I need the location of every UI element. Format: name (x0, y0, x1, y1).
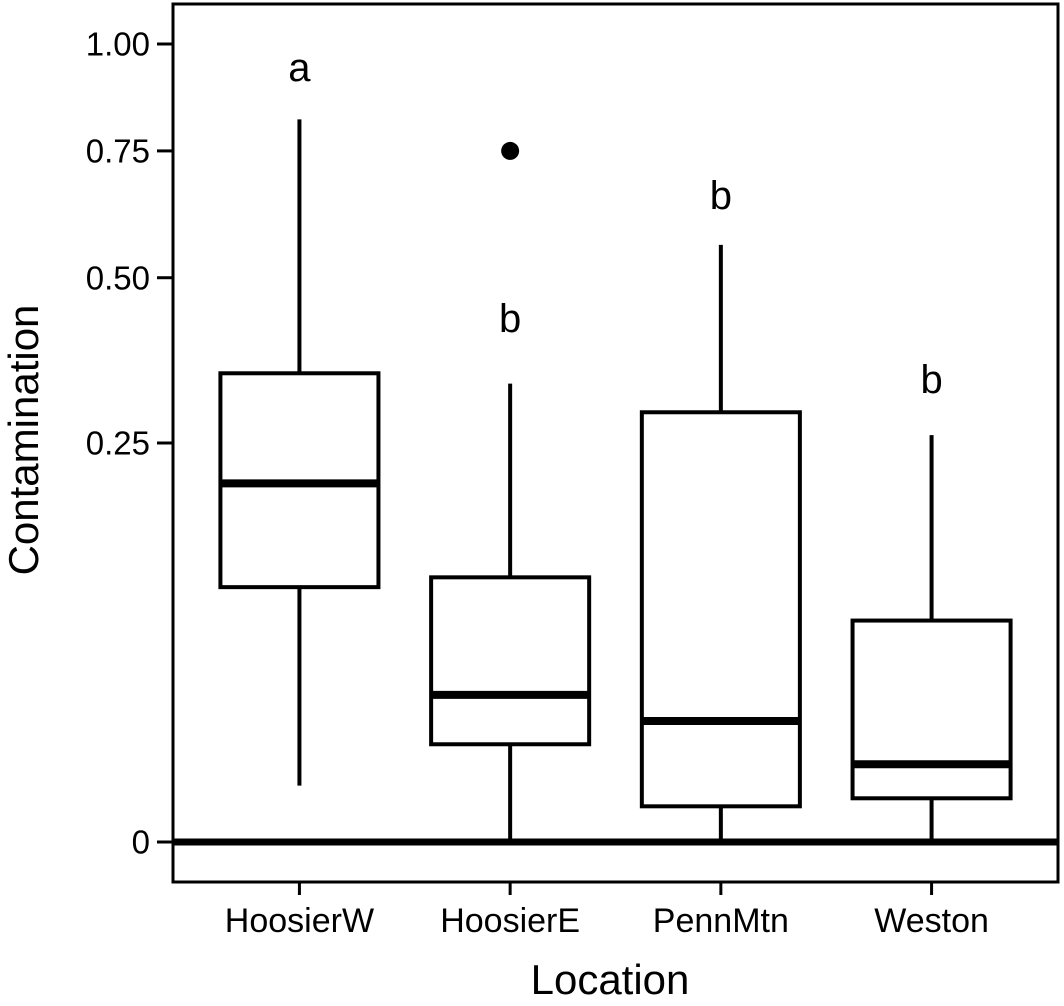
y-tick-label-1: 1.00 (85, 25, 150, 63)
y-axis-title: Contamination (0, 304, 47, 576)
sig-letter-weston: b (920, 358, 943, 403)
sig-letter-pennmtn: b (709, 174, 732, 219)
y-tick-label-3: 0.50 (85, 259, 150, 297)
x-axis-title: Location (530, 956, 690, 1003)
box-weston (850, 618, 1013, 801)
box-hoosiere (429, 575, 592, 747)
box-pennmtn (639, 410, 802, 809)
sig-letter-hoosierw: a (288, 46, 311, 91)
x-tick-label-hoosierw: HoosierW (224, 902, 375, 940)
outlier-point-hoosiere (501, 141, 520, 160)
x-tick-label-pennmtn: PennMtn (652, 902, 789, 940)
x-tick-label-weston: Weston (874, 902, 989, 940)
y-tick-label-2: 0.75 (85, 132, 150, 170)
x-tick-label-hoosiere: HoosierE (440, 902, 581, 940)
y-tick-label-5: 0 (131, 823, 150, 861)
y-tick-label-4: 0.25 (85, 424, 150, 462)
sig-letter-hoosiere: b (499, 296, 522, 341)
